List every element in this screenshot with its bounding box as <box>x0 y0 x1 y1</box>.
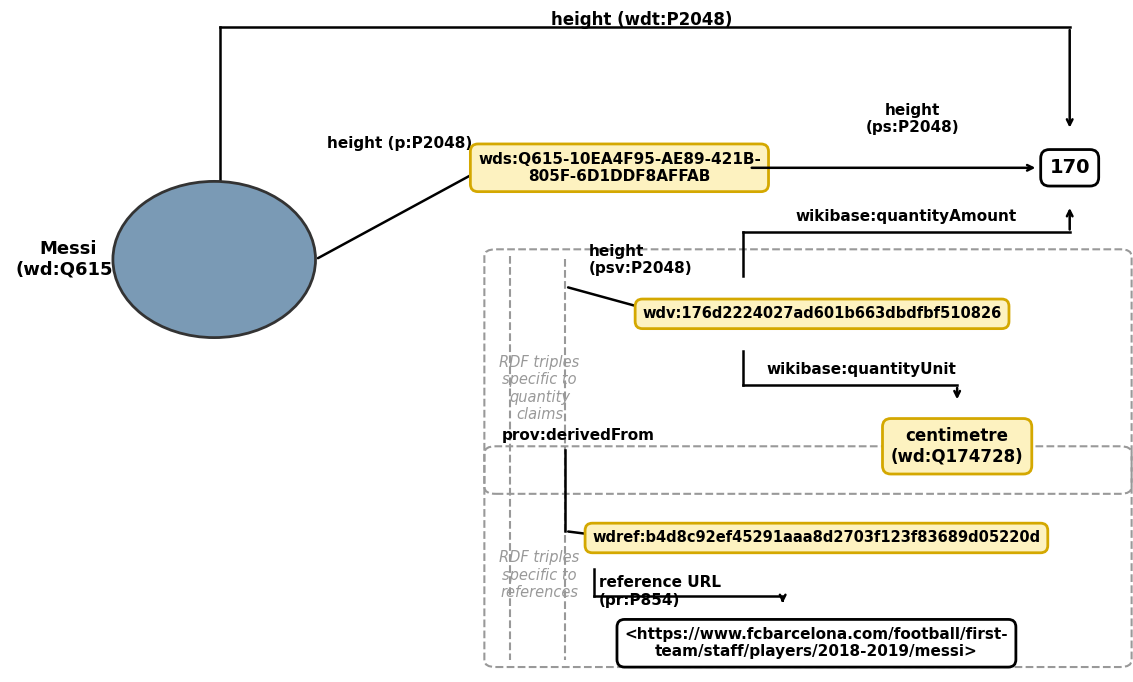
Text: reference URL
(pr:P854): reference URL (pr:P854) <box>599 576 722 608</box>
Text: wds:Q615-10EA4F95-AE89-421B-
805F-6D1DDF8AFFAB: wds:Q615-10EA4F95-AE89-421B- 805F-6D1DDF… <box>478 151 761 184</box>
Text: height
(psv:P2048): height (psv:P2048) <box>589 244 692 276</box>
Text: prov:derivedFrom: prov:derivedFrom <box>501 428 654 443</box>
Text: wdref:b4d8c92ef45291aaa8d2703f123f83689d05220d: wdref:b4d8c92ef45291aaa8d2703f123f83689d… <box>593 531 1040 546</box>
Text: wdv:176d2224027ad601b663dbdfbf510826: wdv:176d2224027ad601b663dbdfbf510826 <box>642 306 1002 321</box>
Text: RDF triples
specific to
quantity
claims: RDF triples specific to quantity claims <box>500 355 580 422</box>
Text: 170: 170 <box>1049 158 1090 177</box>
Text: Messi
(wd:Q615): Messi (wd:Q615) <box>15 240 121 279</box>
Text: RDF triples
specific to
references: RDF triples specific to references <box>500 550 580 600</box>
Text: height (p:P2048): height (p:P2048) <box>327 136 472 151</box>
Ellipse shape <box>113 181 315 338</box>
Text: height (wdt:P2048): height (wdt:P2048) <box>552 12 733 29</box>
Text: wikibase:quantityAmount: wikibase:quantityAmount <box>795 209 1017 224</box>
Text: wikibase:quantityUnit: wikibase:quantityUnit <box>767 362 956 377</box>
Text: centimetre
(wd:Q174728): centimetre (wd:Q174728) <box>891 427 1023 466</box>
Text: height
(ps:P2048): height (ps:P2048) <box>866 103 959 135</box>
Text: <https://www.fcbarcelona.com/football/first-
team/staff/players/2018-2019/messi>: <https://www.fcbarcelona.com/football/fi… <box>624 627 1008 659</box>
